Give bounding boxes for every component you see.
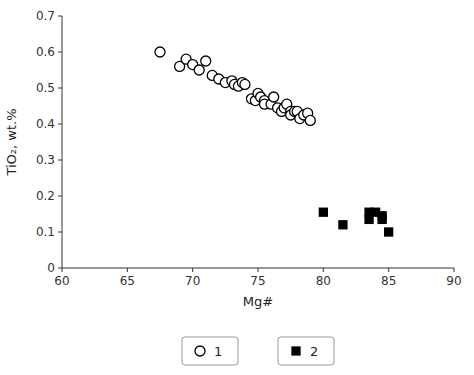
legend-marker [292, 347, 300, 355]
y-tick [58, 124, 62, 125]
x-tick-label: 65 [120, 274, 135, 288]
y-tick [58, 268, 62, 269]
point [339, 221, 347, 229]
x-tick-label: 75 [250, 274, 265, 288]
x-tick-label: 70 [185, 274, 200, 288]
y-tick-label: 0.3 [36, 153, 55, 167]
legend-marker [195, 346, 205, 356]
x-tick-label: 60 [54, 274, 69, 288]
series [155, 47, 315, 125]
point [155, 47, 165, 57]
legend-label: 2 [310, 344, 318, 359]
y-tick [58, 16, 62, 17]
x-tick-label: 90 [446, 274, 461, 288]
y-tick-label: 0.2 [36, 189, 55, 203]
x-tick [323, 268, 324, 272]
x-tick-label: 85 [381, 274, 396, 288]
y-tick [58, 88, 62, 89]
x-tick [62, 268, 63, 272]
y-tick-label: 0.5 [36, 81, 55, 95]
y-axis-line [62, 16, 63, 268]
point [240, 79, 250, 89]
x-tick [192, 268, 193, 272]
plot-area [155, 47, 393, 236]
legend-box [182, 337, 238, 365]
y-tick [58, 160, 62, 161]
y-tick-label: 0.4 [36, 117, 55, 131]
x-tick-label: 80 [316, 274, 331, 288]
point [201, 56, 211, 66]
axes: 60 65 70 75 80 85 90 0 0.1 0.2 0.3 0.4 0.5 0.6 0.7 [36, 9, 462, 288]
legend-box [278, 337, 334, 365]
point [194, 65, 204, 75]
legend-label: 1 [214, 344, 222, 359]
x-tick [258, 268, 259, 272]
x-tick [454, 268, 455, 272]
point [385, 228, 393, 236]
y-tick-label: 0 [47, 261, 55, 275]
x-tick [388, 268, 389, 272]
y-tick [58, 232, 62, 233]
y-tick-label: 0.7 [36, 9, 55, 23]
x-tick [127, 268, 128, 272]
y-tick-label: 0.6 [36, 45, 55, 59]
point [319, 208, 327, 216]
point [305, 115, 315, 125]
point [378, 215, 386, 223]
y-tick-label: 0.1 [36, 225, 55, 239]
y-tick [58, 196, 62, 197]
chart: 60 65 70 75 80 85 90 0 0.1 0.2 0.3 0.4 0.5 0.6 0.7 Mg# T… [0, 0, 474, 375]
series [319, 208, 392, 236]
y-tick [58, 52, 62, 53]
y-axis-label: TiO₂, wt.% [4, 108, 19, 176]
point [269, 92, 279, 102]
x-axis-label: Mg# [243, 294, 273, 309]
legend: 12 [182, 337, 334, 365]
